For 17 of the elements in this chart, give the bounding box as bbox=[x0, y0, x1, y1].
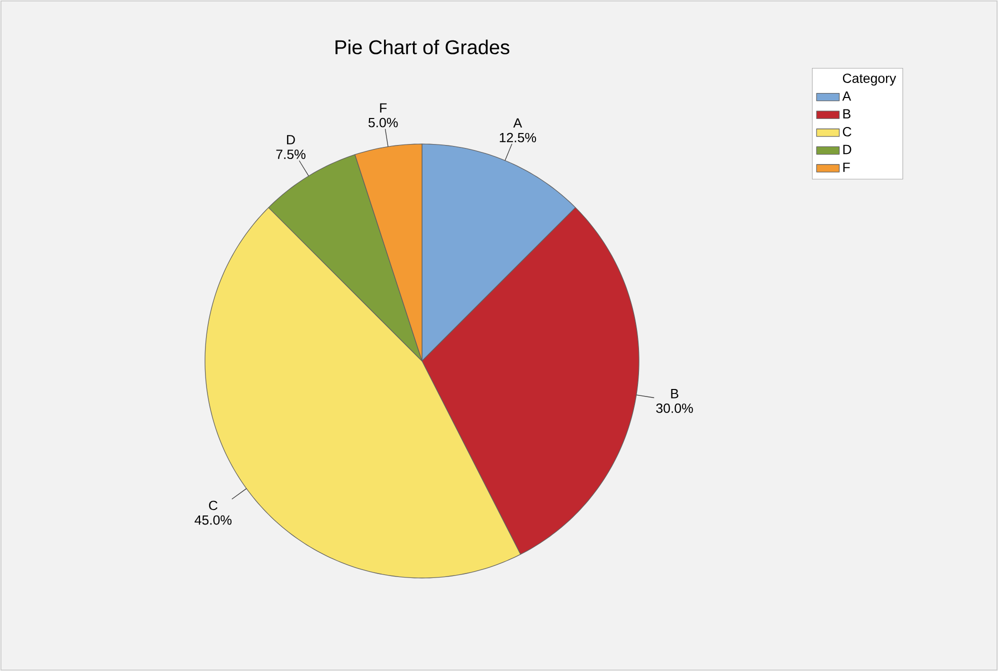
legend-label: F bbox=[843, 162, 850, 172]
slice-label: F bbox=[380, 103, 387, 113]
legend-label: C bbox=[842, 127, 852, 136]
data-label: 45.0% bbox=[194, 515, 232, 525]
data-label: 7.5% bbox=[276, 150, 306, 160]
data-label: 12.5% bbox=[500, 132, 536, 142]
chart-title: Pie Chart of Grades bbox=[336, 40, 510, 54]
legend-label: A bbox=[842, 91, 852, 101]
slice-label: B bbox=[671, 389, 678, 398]
data-label: 5.0% bbox=[368, 118, 398, 128]
slice-label: D bbox=[287, 135, 295, 144]
legend-title: Category bbox=[842, 74, 896, 86]
data-label: 30.0% bbox=[656, 404, 693, 413]
slice-label: C bbox=[209, 500, 218, 510]
legend-label: B bbox=[843, 109, 850, 118]
legend-label: D bbox=[843, 144, 852, 154]
slice-label: A bbox=[513, 118, 522, 128]
